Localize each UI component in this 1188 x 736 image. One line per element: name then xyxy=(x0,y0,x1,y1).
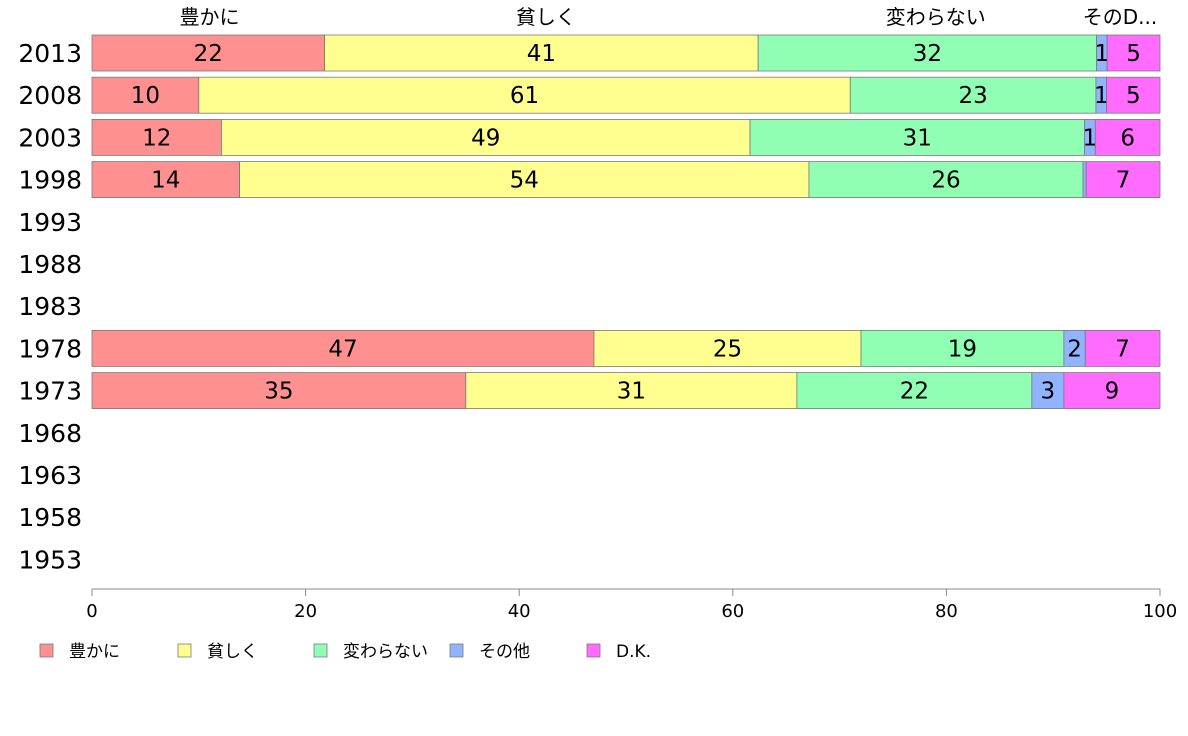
bar-value-label: 12 xyxy=(142,125,171,151)
bar-segment xyxy=(808,161,1084,199)
top-category-label: 貧しく xyxy=(516,5,576,29)
bar-segment xyxy=(198,76,851,114)
top-category-label: 豊かに xyxy=(179,5,239,29)
year-label: 1988 xyxy=(18,250,82,279)
x-tick-label: 40 xyxy=(508,601,531,622)
bar-segment xyxy=(465,372,798,410)
bar-value-label: 25 xyxy=(713,336,742,362)
bar-value-label: 41 xyxy=(527,41,556,67)
x-tick-label: 20 xyxy=(294,601,317,622)
year-label: 1958 xyxy=(18,503,82,532)
bar-value-label: 35 xyxy=(264,379,293,405)
legend-swatch xyxy=(177,643,192,658)
year-label: 1998 xyxy=(18,166,82,195)
bar-segment xyxy=(91,329,595,367)
bar-value-label: 14 xyxy=(151,168,180,194)
bar-value-label: 31 xyxy=(617,379,646,405)
bar-value-label: 6 xyxy=(1120,125,1135,151)
bar-value-label: 7 xyxy=(1116,168,1131,194)
bar-segment xyxy=(1063,372,1161,410)
bar-segment xyxy=(324,34,759,72)
legend-label: 豊かに xyxy=(69,642,120,662)
year-label: 1978 xyxy=(18,334,82,363)
bar-segment xyxy=(221,119,751,156)
bar-value-label: 10 xyxy=(131,83,160,109)
year-label: 2013 xyxy=(18,39,82,68)
bar-segment xyxy=(757,34,1097,72)
bar-segment xyxy=(239,161,810,199)
year-label: 2008 xyxy=(18,81,82,110)
bar-value-label: 22 xyxy=(194,41,223,67)
bar-value-label: 3 xyxy=(1041,379,1056,405)
year-label: 2003 xyxy=(18,123,82,152)
legend-label: 変わらない xyxy=(343,642,428,662)
bar-value-label: 31 xyxy=(903,125,932,151)
bar-value-label: 26 xyxy=(931,168,960,194)
legend-swatch xyxy=(39,643,54,658)
bar-segment xyxy=(91,76,200,114)
bar-value-label: 32 xyxy=(913,41,942,67)
year-label: 1968 xyxy=(18,419,82,448)
bar-segment xyxy=(1082,161,1087,199)
year-label: 1963 xyxy=(18,461,82,490)
top-category-label: そのD... xyxy=(1083,5,1157,29)
year-label: 1953 xyxy=(18,545,82,574)
bar-value-label: 47 xyxy=(328,336,357,362)
legend-label: その他 xyxy=(479,642,530,662)
x-tick-label: 100 xyxy=(1143,601,1177,622)
bar-value-label: 19 xyxy=(948,336,977,362)
bar-segment xyxy=(849,76,1097,114)
year-label: 1973 xyxy=(18,377,82,406)
bar-value-label: 23 xyxy=(958,83,987,109)
bar-segment xyxy=(1094,119,1161,156)
x-tick-label: 0 xyxy=(86,601,97,622)
bar-value-label: 2 xyxy=(1067,336,1082,362)
bar-segment xyxy=(91,161,241,199)
bar-value-label: 22 xyxy=(900,379,929,405)
bar-value-label: 9 xyxy=(1105,379,1120,405)
legend-swatch xyxy=(313,643,328,658)
bar-segment xyxy=(860,329,1065,367)
legend-swatch xyxy=(449,643,464,658)
bar-value-label: 5 xyxy=(1126,83,1141,109)
year-label: 1983 xyxy=(18,292,82,321)
bar-segment xyxy=(749,119,1085,156)
bar-segment xyxy=(1106,76,1161,114)
bar-segment xyxy=(91,34,326,72)
legend-label: 貧しく xyxy=(207,642,258,662)
x-tick-label: 60 xyxy=(721,601,744,622)
year-label: 1993 xyxy=(18,208,82,237)
bar-value-label: 54 xyxy=(510,168,539,194)
bar-segment xyxy=(1085,161,1161,199)
x-tick-label: 80 xyxy=(935,601,958,622)
bar-segment xyxy=(1031,372,1065,410)
top-category-label: 変わらない xyxy=(886,5,986,29)
legend-label: D.K. xyxy=(616,642,651,662)
bar-value-label: 1 xyxy=(1094,83,1109,109)
legend-swatch xyxy=(586,643,601,658)
bar-value-label: 49 xyxy=(471,125,500,151)
bar-value-label: 1 xyxy=(1095,41,1110,67)
bar-value-label: 1 xyxy=(1083,125,1098,151)
bar-segment xyxy=(593,329,862,367)
bar-segment xyxy=(1106,34,1161,72)
bar-segment xyxy=(1084,329,1161,367)
bar-value-label: 61 xyxy=(510,83,539,109)
bar-value-label: 7 xyxy=(1115,336,1130,362)
bar-value-label: 5 xyxy=(1126,41,1141,67)
